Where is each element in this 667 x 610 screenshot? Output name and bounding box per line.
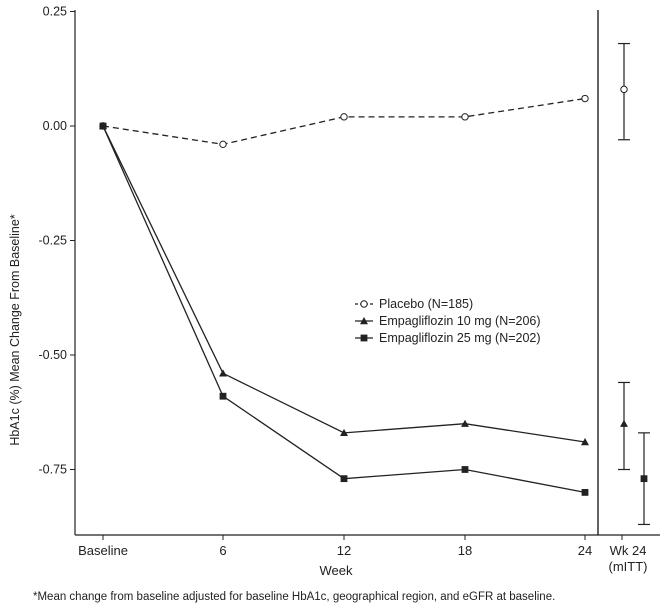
wk24-mean-point [640, 475, 648, 483]
y-tick-label: -0.50 [39, 348, 68, 362]
legend-label: Empagliflozin 10 mg (N=206) [379, 314, 541, 328]
data-point [461, 113, 469, 121]
wk24-estimate-placebo-n-185 [618, 42, 630, 141]
y-axis-label: HbA1c (%) Mean Change From Baseline* [8, 214, 22, 445]
y-tick-label: -0.25 [39, 234, 68, 248]
data-point [219, 140, 227, 149]
series-placebo-n-185 [102, 97, 586, 145]
data-point [219, 392, 227, 400]
series-line [102, 125, 586, 494]
y-tick-label: 0.25 [43, 5, 67, 19]
legend-label: Empagliflozin 25 mg (N=202) [379, 331, 541, 345]
data-point [340, 113, 348, 121]
series-empagliflozin-10-mg-n-206 [102, 125, 586, 443]
data-point [99, 122, 107, 130]
x-tick-label: Baseline [78, 543, 128, 558]
x-ticks: Baseline 6 12 18 24 Wk 24(mITT) [78, 535, 647, 574]
x-tick-label: 12 [337, 543, 351, 558]
y-tick-label: -0.75 [39, 463, 68, 477]
legend-marker [360, 334, 368, 342]
data-point [219, 369, 227, 377]
data-point [340, 428, 348, 437]
y-tick-label: 0.00 [43, 119, 67, 133]
footnote: *Mean change from baseline adjusted for … [33, 591, 556, 603]
wk24-panel [618, 42, 650, 526]
x-axis-label: Week [320, 563, 353, 578]
data-point [581, 94, 589, 103]
legend-item-placebo-n-185: Placebo (N=185) [355, 297, 473, 311]
legend-marker [360, 300, 368, 308]
wk24-estimate-empagliflozin-10-mg-n-206 [618, 381, 630, 471]
data-point [581, 489, 589, 496]
data-point [461, 419, 469, 427]
wk24-mean-point [620, 419, 628, 427]
wk24-estimate-empagliflozin-25-mg-n-202 [638, 432, 650, 526]
axes [74, 10, 660, 536]
x-tick-label: 18 [458, 543, 472, 558]
wk24-mean-point [620, 85, 628, 94]
x-tick-label: 24 [578, 543, 592, 558]
chart: 0.25 0.00 -0.25 -0.50 -0.75 Baseline 6 12 18 24 W… [8, 5, 660, 578]
legend: Placebo (N=185) Empagliflozin 10 mg (N=20… [355, 297, 541, 345]
data-point [461, 466, 469, 473]
data-point [340, 475, 348, 483]
legend-item-empagliflozin-10-mg-n-206: Empagliflozin 10 mg (N=206) [355, 314, 541, 328]
y-ticks: 0.25 0.00 -0.25 -0.50 -0.75 [39, 5, 75, 477]
series-line [102, 97, 586, 145]
series-empagliflozin-25-mg-n-202 [102, 125, 586, 494]
legend-item-empagliflozin-25-mg-n-202: Empagliflozin 25 mg (N=202) [355, 331, 541, 345]
legend-marker [360, 317, 368, 325]
markers-empagliflozin-25-mg-n-202 [99, 122, 589, 496]
markers-placebo-n-185 [99, 94, 589, 149]
legend-label: Placebo (N=185) [379, 297, 473, 311]
x-tick-label: 6 [219, 543, 226, 558]
data-point [581, 438, 589, 446]
series-line [102, 125, 586, 443]
series-lines [99, 94, 589, 496]
wk24-label: Wk 24 [610, 543, 647, 558]
mitt-label: (mITT) [609, 559, 648, 574]
